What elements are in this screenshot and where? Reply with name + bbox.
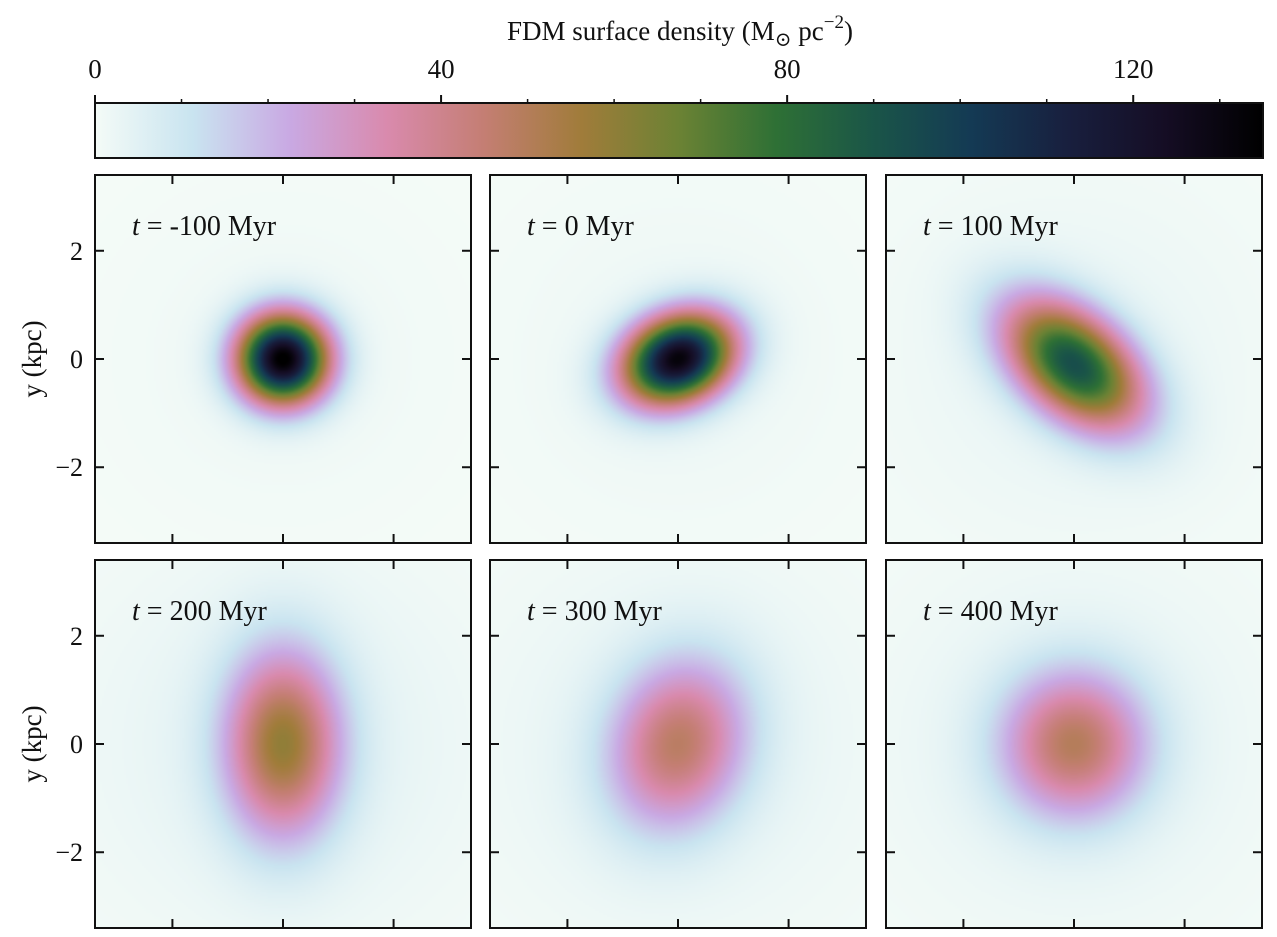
panel: 2 0 −2 y (kpc) t = -100 Myr: [17, 174, 472, 544]
panel: t = 100 Myr: [885, 174, 1263, 544]
time-label: t = 100 Myr: [923, 211, 1058, 242]
time-label: t = 200 Myr: [132, 596, 267, 627]
time-label: t = 0 Myr: [527, 211, 634, 242]
panel: t = 400 Myr: [885, 559, 1263, 929]
colorbar-tick-label: 80: [774, 54, 801, 84]
density-map: [490, 560, 866, 928]
y-tick-label: −2: [55, 453, 83, 482]
colorbar-ticks: 0 40 80 120: [88, 54, 1221, 103]
y-axis-label: y (kpc): [17, 320, 47, 397]
y-tick-label: 0: [70, 730, 83, 759]
panel: t = 300 Myr: [489, 559, 867, 929]
density-map: [95, 175, 471, 543]
colorbar-tick-label: 0: [88, 54, 102, 84]
time-label: t = 400 Myr: [923, 596, 1058, 627]
y-tick-label: 0: [70, 345, 83, 374]
colorbar-tick-label: 120: [1113, 54, 1154, 84]
colorbar-label-exp: −2: [824, 12, 844, 33]
colorbar: 0 40 80 120: [88, 54, 1264, 159]
colorbar-gradient: [94, 102, 1264, 159]
colorbar-label-unit: pc: [792, 16, 824, 46]
y-axis-label: y (kpc): [17, 705, 47, 782]
colorbar-label: FDM surface density (M⊙ pc−2): [507, 12, 853, 51]
colorbar-label-close: ): [844, 16, 853, 46]
panel: t = 0 Myr: [489, 174, 867, 544]
y-tick-label: 2: [70, 237, 83, 266]
sun-symbol: ⊙: [775, 29, 792, 51]
density-map: [95, 560, 471, 928]
panel: 2 0 −2 y (kpc) t = 200 Myr: [17, 559, 472, 929]
density-map: [490, 175, 866, 543]
y-tick-label: −2: [55, 838, 83, 867]
y-tick-label: 2: [70, 622, 83, 651]
density-map: [886, 560, 1262, 928]
colorbar-tick-label: 40: [428, 54, 455, 84]
density-map: [886, 175, 1262, 543]
panels: 2 0 −2 y (kpc) t = -100 Myr t = 0 Myr t = 100 …: [17, 174, 1263, 929]
colorbar-label-prefix: FDM surface density (M: [507, 16, 775, 46]
time-label: t = -100 Myr: [132, 211, 277, 242]
time-label: t = 300 Myr: [527, 596, 662, 627]
